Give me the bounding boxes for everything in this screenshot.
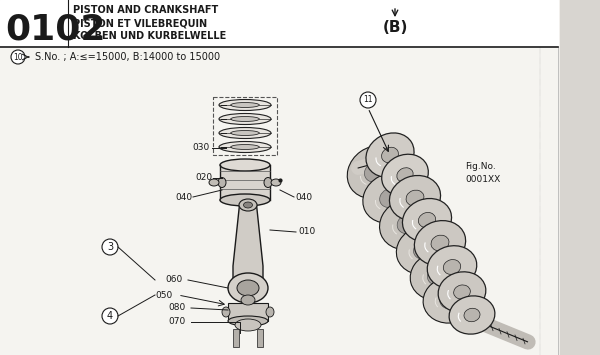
Ellipse shape [230,144,259,149]
Ellipse shape [228,316,268,326]
Ellipse shape [380,198,436,250]
Ellipse shape [220,159,270,171]
Text: 080: 080 [168,304,185,312]
Text: PISTON AND CRANKSHAFT: PISTON AND CRANKSHAFT [73,5,218,15]
Ellipse shape [218,178,226,187]
Text: KOLBEN UND KURBELWELLE: KOLBEN UND KURBELWELLE [73,31,226,41]
Ellipse shape [438,272,486,312]
Ellipse shape [427,246,477,288]
Ellipse shape [397,225,452,274]
Ellipse shape [264,178,272,187]
Ellipse shape [244,202,253,208]
Ellipse shape [363,173,417,223]
Ellipse shape [219,127,271,138]
Ellipse shape [406,190,424,206]
Ellipse shape [230,116,259,121]
Bar [228,303,268,321]
Ellipse shape [427,267,449,285]
Ellipse shape [364,162,386,182]
Text: 3: 3 [107,242,113,252]
Text: 070: 070 [168,317,185,327]
Ellipse shape [443,260,461,274]
Text: 11: 11 [363,95,373,104]
Bar [257,329,263,347]
Ellipse shape [397,168,413,182]
Bar [233,329,239,347]
Text: 060: 060 [165,275,182,284]
Circle shape [11,50,25,64]
Ellipse shape [413,241,434,259]
Ellipse shape [418,213,436,228]
Text: 4: 4 [107,311,113,321]
Ellipse shape [423,277,477,323]
Ellipse shape [228,273,268,303]
Ellipse shape [239,199,257,211]
Ellipse shape [237,280,259,296]
Ellipse shape [397,214,419,234]
Ellipse shape [219,99,271,110]
Ellipse shape [222,307,230,317]
Ellipse shape [230,103,259,108]
Ellipse shape [440,291,460,309]
Text: PISTON ET VILEBREQUIN: PISTON ET VILEBREQUIN [73,18,207,28]
Ellipse shape [219,142,271,153]
Ellipse shape [454,285,470,299]
Ellipse shape [382,147,398,163]
Ellipse shape [266,307,274,317]
Text: 030: 030 [192,143,209,153]
Ellipse shape [271,179,281,186]
Ellipse shape [220,194,270,206]
Text: 010: 010 [298,228,315,236]
Bar [560,0,600,355]
Text: 0102: 0102 [5,13,106,47]
Text: 020: 020 [195,174,212,182]
Text: 040: 040 [175,192,192,202]
Ellipse shape [366,133,414,177]
Ellipse shape [431,235,449,251]
Ellipse shape [380,189,400,207]
Text: Fig.No.
0001XX: Fig.No. 0001XX [465,162,500,184]
Ellipse shape [219,114,271,125]
Bar [0,0,558,47]
Circle shape [102,308,118,324]
Ellipse shape [410,252,466,300]
Ellipse shape [449,296,495,334]
Text: (B): (B) [382,21,407,36]
Ellipse shape [241,295,255,305]
Ellipse shape [415,220,466,266]
Polygon shape [233,200,263,278]
Ellipse shape [403,198,452,241]
Ellipse shape [230,131,259,136]
Circle shape [102,239,118,255]
Text: 050: 050 [155,290,172,300]
Text: 10: 10 [13,53,23,61]
Bar [213,97,277,155]
Ellipse shape [347,146,403,198]
Ellipse shape [382,154,428,196]
Circle shape [360,92,376,108]
Ellipse shape [464,308,480,322]
Text: 040: 040 [295,192,312,202]
Bar [220,165,270,200]
Ellipse shape [209,179,219,186]
Ellipse shape [235,319,261,331]
Text: S.No. ; A:≤=15000, B:14000 to 15000: S.No. ; A:≤=15000, B:14000 to 15000 [35,52,220,62]
Ellipse shape [389,175,440,220]
